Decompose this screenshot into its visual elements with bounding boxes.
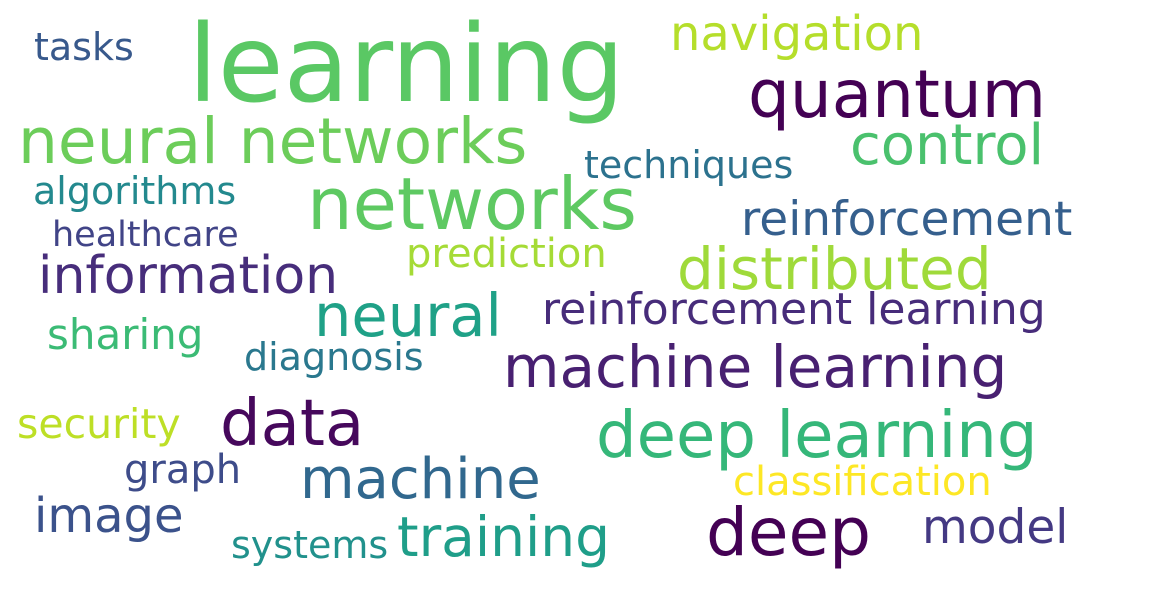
- word-techniques: techniques: [584, 143, 794, 187]
- word-training: training: [397, 505, 611, 569]
- word-learning: learning: [188, 3, 625, 127]
- word-neural-networks: neural networks: [18, 105, 528, 178]
- word-reinforcement-learning: reinforcement learning: [542, 284, 1046, 335]
- word-distributed: distributed: [677, 235, 992, 303]
- word-graph: graph: [124, 447, 242, 493]
- word-machine-learning: machine learning: [503, 333, 1008, 401]
- word-quantum: quantum: [748, 56, 1046, 133]
- word-neural: neural: [314, 281, 502, 350]
- word-sharing: sharing: [47, 310, 204, 359]
- word-healthcare: healthcare: [52, 215, 239, 255]
- word-tasks: tasks: [34, 25, 134, 69]
- word-navigation: navigation: [670, 6, 924, 62]
- word-diagnosis: diagnosis: [244, 335, 424, 379]
- word-information: information: [38, 246, 339, 306]
- word-deep: deep: [706, 494, 871, 571]
- word-networks: networks: [307, 162, 637, 246]
- word-reinforcement: reinforcement: [741, 192, 1073, 247]
- word-data: data: [220, 387, 365, 461]
- word-image: image: [34, 488, 184, 544]
- word-security: security: [17, 400, 181, 448]
- word-model: model: [922, 500, 1069, 555]
- word-systems: systems: [231, 523, 389, 567]
- word-control: control: [850, 113, 1045, 178]
- word-machine: machine: [300, 447, 541, 512]
- word-algorithms: algorithms: [33, 169, 237, 213]
- word-deep-learning: deep learning: [596, 399, 1038, 473]
- word-classification: classification: [733, 459, 992, 505]
- word-prediction: prediction: [406, 231, 607, 277]
